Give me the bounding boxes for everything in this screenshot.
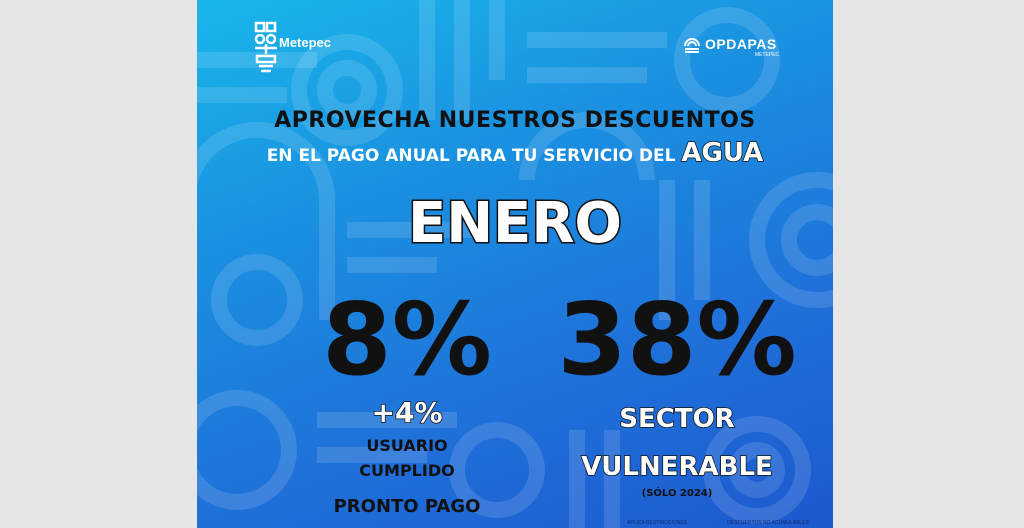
early-payment-label: PRONTO PAGO	[333, 496, 481, 517]
sector-note: (SÓLO 2024)	[641, 488, 713, 499]
metepec-logo-icon	[254, 21, 277, 73]
opdapas-drop-icon	[684, 38, 700, 53]
fine-print-non-cumulative: DESCUENTOS NO ACUMULABLES	[727, 520, 809, 526]
opdapas-logo-subtext: METEPEC	[755, 52, 780, 58]
metepec-logo-text: Metepec	[279, 35, 332, 50]
opdapas-logo-text: OPDAPAS	[705, 36, 777, 52]
user-label-line-2: CUMPLIDO	[359, 461, 455, 480]
user-label-line-1: USUARIO	[366, 436, 448, 455]
bonus-percent: +4%	[371, 395, 444, 430]
metepec-logo: Metepec	[253, 20, 363, 76]
headline-line-1: APROVECHA NUESTROS DESCUENTOS	[274, 108, 756, 133]
headline-line-2: EN EL PAGO ANUAL PARA TU SERVICIO DEL AG…	[197, 137, 833, 169]
discount-percent-right: 38%	[557, 281, 797, 398]
headline-line-2-text: EN EL PAGO ANUAL PARA TU SERVICIO DEL	[266, 146, 676, 166]
fine-print-restrictions: APLICA RESTRICCIONES	[627, 520, 688, 526]
sector-label-line-2: VULNERABLE	[580, 451, 773, 483]
discount-percent-left: 8%	[322, 281, 492, 398]
background-pattern	[197, 0, 833, 528]
sector-label-line-1: SECTOR	[619, 403, 736, 435]
headline-highlight: AGUA	[681, 137, 764, 169]
promo-poster: Metepec OPDAPAS METEPEC APROVECHA NUESTR…	[197, 0, 833, 528]
opdapas-logo: OPDAPAS METEPEC	[683, 34, 793, 60]
month-title: ENERO	[406, 191, 623, 256]
